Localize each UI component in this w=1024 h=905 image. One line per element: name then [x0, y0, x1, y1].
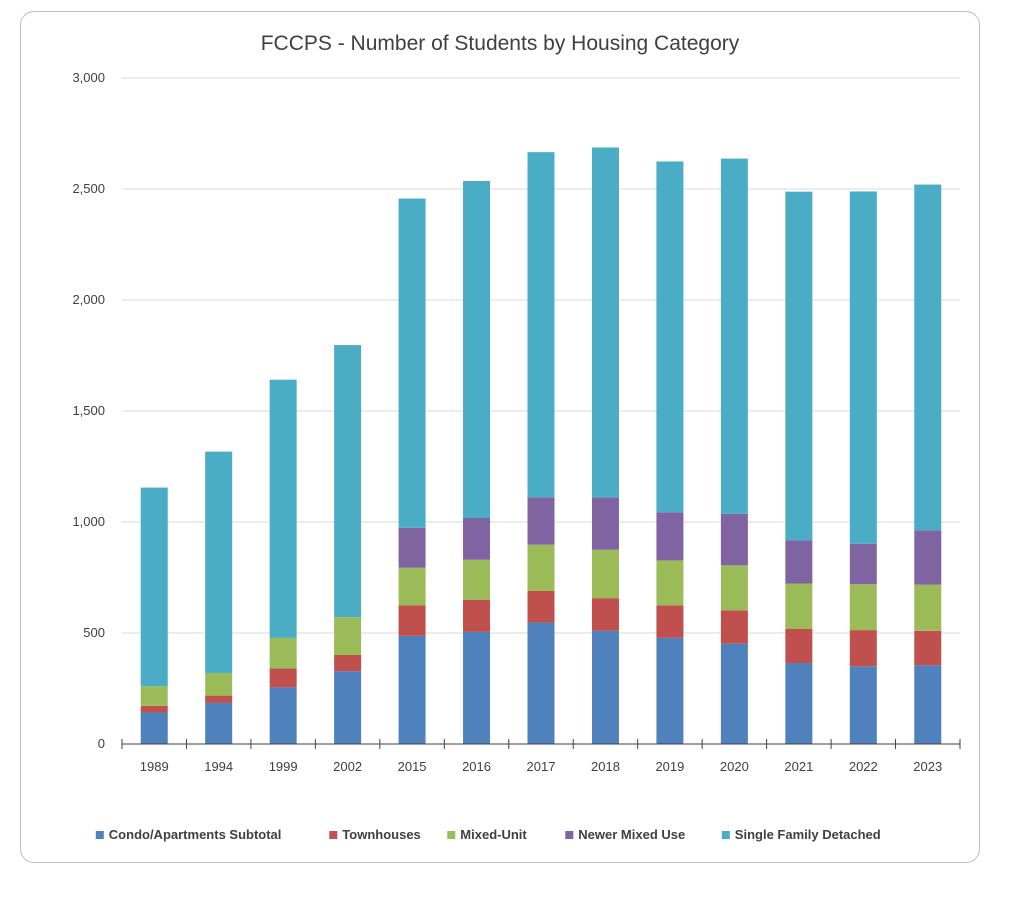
bar-segment-condo-apartments-subtotal: [140, 712, 168, 744]
bar-segment-mixed-unit: [205, 672, 233, 696]
bar-segment-single-family-detached: [527, 152, 555, 498]
bar-segment-townhouses: [205, 695, 233, 703]
bar-segment-single-family-detached: [656, 161, 684, 513]
legend-swatch: [329, 831, 338, 839]
bar-segment-condo-apartments-subtotal: [205, 702, 233, 744]
bar-segment-townhouses: [656, 605, 684, 638]
x-tick-label: 2017: [527, 759, 556, 774]
y-tick-label: 500: [83, 625, 105, 640]
bar-segment-mixed-unit: [334, 617, 362, 655]
bar-segment-newer-mixed-use: [849, 543, 877, 585]
x-tick-label: 2002: [333, 759, 362, 774]
x-tick-label: 2023: [913, 759, 942, 774]
bar-segment-newer-mixed-use: [463, 518, 491, 560]
y-tick-label: 0: [98, 736, 105, 751]
bar-segment-mixed-unit: [140, 686, 168, 706]
legend-swatch: [721, 831, 730, 839]
y-tick-label: 1,000: [72, 514, 105, 529]
bar-segment-single-family-detached: [463, 181, 491, 519]
y-tick-label: 1,500: [72, 403, 105, 418]
x-tick-label: 2020: [720, 759, 749, 774]
bar-segment-townhouses: [334, 654, 362, 672]
bar-segment-townhouses: [914, 630, 942, 666]
bar-segment-mixed-unit: [720, 565, 748, 611]
legend-swatch: [95, 831, 104, 839]
bar-segment-mixed-unit: [849, 584, 877, 631]
legend-label: Condo/Apartments Subtotal: [109, 827, 282, 842]
bar-segment-condo-apartments-subtotal: [269, 687, 297, 744]
y-tick-label: 2,500: [72, 181, 105, 196]
bar-segment-condo-apartments-subtotal: [527, 622, 555, 744]
bar-segment-townhouses: [398, 605, 426, 636]
x-tick-label: 2018: [591, 759, 620, 774]
x-tick-label: 2015: [398, 759, 427, 774]
bar-segment-single-family-detached: [914, 184, 942, 531]
bar-segment-condo-apartments-subtotal: [914, 665, 942, 744]
bar-segment-mixed-unit: [785, 583, 813, 630]
bar-segment-single-family-detached: [269, 379, 297, 638]
bar-segment-townhouses: [463, 599, 491, 632]
bar-segment-single-family-detached: [334, 345, 362, 618]
legend-label: Single Family Detached: [735, 827, 881, 842]
y-tick-label: 3,000: [72, 70, 105, 85]
chart-frame: [20, 11, 980, 863]
legend-label: Townhouses: [342, 827, 420, 842]
bar-segment-mixed-unit: [269, 637, 297, 669]
x-tick-label: 1989: [140, 759, 169, 774]
bar-segment-single-family-detached: [205, 451, 233, 673]
bar-segment-newer-mixed-use: [914, 530, 942, 585]
bar-segment-newer-mixed-use: [398, 527, 426, 568]
legend-swatch: [447, 831, 456, 839]
bar-segment-newer-mixed-use: [591, 497, 619, 550]
bar-segment-condo-apartments-subtotal: [785, 662, 813, 744]
y-tick-label: 2,000: [72, 292, 105, 307]
legend: Condo/Apartments Subtotal Townhouses Mixed…: [95, 827, 881, 842]
bar-segment-condo-apartments-subtotal: [720, 643, 748, 744]
bar-segment-mixed-unit: [656, 560, 684, 606]
bar-segment-mixed-unit: [591, 549, 619, 599]
bar-segment-single-family-detached: [849, 191, 877, 544]
bar-segment-newer-mixed-use: [656, 512, 684, 561]
bar-segment-townhouses: [591, 598, 619, 631]
x-tick-label: 1994: [204, 759, 233, 774]
x-tick-label: 2016: [462, 759, 491, 774]
legend-label: Newer Mixed Use: [578, 827, 685, 842]
bar-segment-townhouses: [720, 610, 748, 644]
bar-segment-townhouses: [785, 629, 813, 663]
bars: [140, 147, 942, 744]
bar-segment-mixed-unit: [463, 559, 491, 600]
x-tick-label: 2019: [655, 759, 684, 774]
bar-segment-single-family-detached: [398, 198, 426, 528]
bar-segment-condo-apartments-subtotal: [591, 630, 619, 744]
bar-segment-newer-mixed-use: [527, 497, 555, 545]
bar-segment-townhouses: [140, 705, 168, 713]
bar-segment-mixed-unit: [398, 567, 426, 606]
bar-segment-condo-apartments-subtotal: [463, 631, 491, 744]
bar-segment-townhouses: [527, 590, 555, 623]
x-tick-label: 2021: [784, 759, 813, 774]
bar-segment-newer-mixed-use: [720, 513, 748, 566]
bar-segment-condo-apartments-subtotal: [656, 637, 684, 744]
bar-segment-condo-apartments-subtotal: [334, 671, 362, 744]
axes: 0 500 1,000 1,500 2,000 2,500 3,000 1989 1994 199…: [72, 70, 961, 774]
bar-segment-townhouses: [849, 630, 877, 667]
bar-segment-single-family-detached: [720, 158, 748, 514]
legend-swatch: [565, 831, 574, 839]
legend-label: Mixed-Unit: [460, 827, 527, 842]
bar-segment-condo-apartments-subtotal: [849, 666, 877, 744]
bar-segment-mixed-unit: [914, 584, 942, 631]
bar-segment-newer-mixed-use: [785, 540, 813, 584]
bar-segment-single-family-detached: [785, 191, 813, 541]
bar-segment-single-family-detached: [591, 147, 619, 498]
bar-segment-mixed-unit: [527, 544, 555, 591]
x-tick-label: 1999: [269, 759, 298, 774]
bar-segment-single-family-detached: [140, 487, 168, 687]
chart-title: FCCPS - Number of Students by Housing Ca…: [261, 32, 740, 55]
bar-segment-condo-apartments-subtotal: [398, 635, 426, 744]
x-tick-label: 2022: [849, 759, 878, 774]
bar-segment-townhouses: [269, 668, 297, 688]
